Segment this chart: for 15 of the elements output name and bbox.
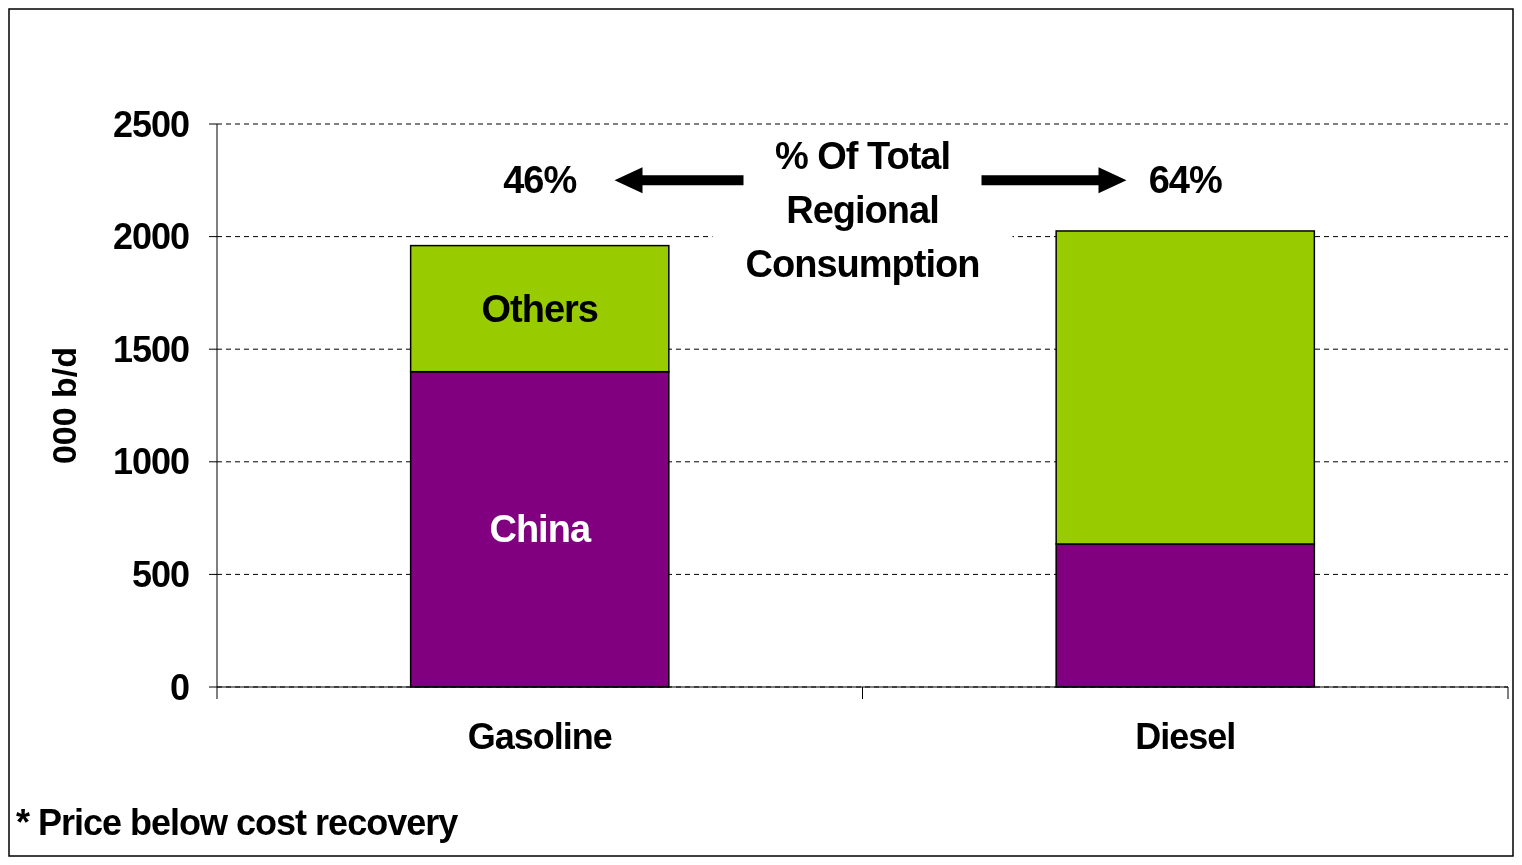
y-tick-label: 2000 [112, 216, 189, 258]
y-axis-title: 000 b/d [45, 346, 83, 465]
annotation: 46% [503, 159, 577, 202]
x-tick-label: Diesel [1135, 716, 1236, 757]
y-tick-label: 1500 [112, 328, 189, 370]
series-label: Others [481, 287, 598, 330]
text: * Price below cost recovery [16, 802, 459, 843]
annotation: % Of Total Regional Consumption [745, 135, 980, 285]
y-tick-label: 2500 [112, 103, 189, 145]
y-tick-label: 1000 [112, 441, 189, 483]
series-label: China [489, 508, 592, 551]
x-tick-label: Gasoline [467, 716, 612, 757]
annotation: 64% [1148, 159, 1222, 202]
y-tick-label: 500 [131, 553, 189, 595]
y-tick-label: 0 [169, 666, 189, 708]
